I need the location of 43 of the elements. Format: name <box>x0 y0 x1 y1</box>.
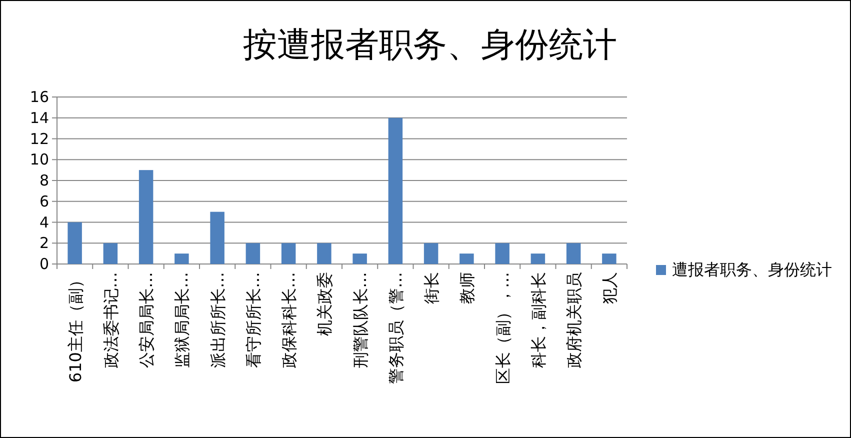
x-tick-label: 政府机关职员 <box>564 272 584 368</box>
x-tick-label: 政法委书记… <box>101 272 120 368</box>
x-tick-label: 610主任（副） <box>66 272 85 383</box>
bar <box>566 243 581 264</box>
bar <box>530 254 546 264</box>
x-tick-label: 警务职员（警… <box>386 272 406 384</box>
y-tick-label: 4 <box>39 213 49 232</box>
bar <box>460 254 474 264</box>
x-tick-label: 科长，副科长 <box>528 272 548 368</box>
bar <box>352 254 367 264</box>
bar <box>174 254 189 264</box>
x-tick-label: 派出所所长… <box>208 272 228 368</box>
y-tick-label: 2 <box>39 234 49 252</box>
y-tick-label: 12 <box>30 130 49 148</box>
x-tick-label: 政保科科长… <box>280 272 299 368</box>
bar <box>388 118 403 264</box>
x-tick-label: 机关政委 <box>315 272 334 336</box>
bar <box>210 212 224 264</box>
x-tick-label: 教师 <box>458 272 477 304</box>
x-tick-label: 公安局局长… <box>137 272 156 368</box>
x-tick-label: 刑警队队长… <box>350 272 370 368</box>
bar <box>281 243 296 264</box>
bar <box>602 254 616 264</box>
y-tick-label: 0 <box>39 255 49 273</box>
legend-label: 遭报者职务、身份统计 <box>671 259 833 281</box>
bar <box>103 243 118 264</box>
y-tick-label: 6 <box>39 192 49 210</box>
x-tick-label: 监狱局局长… <box>172 272 192 368</box>
y-tick-label: 14 <box>30 108 49 127</box>
x-tick-label: 看守所所长… <box>244 272 263 368</box>
bar <box>68 222 82 264</box>
x-tick-label: 犯人 <box>600 272 620 304</box>
bar <box>138 170 154 264</box>
chart-title: 按遭报者职务、身份统计 <box>243 25 617 65</box>
x-tick-label: 区长（副），… <box>493 272 512 384</box>
bar <box>495 243 510 264</box>
bar <box>246 243 260 264</box>
y-tick-label: 16 <box>30 88 49 106</box>
y-tick-label: 8 <box>39 172 49 190</box>
bar <box>317 243 332 264</box>
x-tick-label: 街长 <box>422 272 442 304</box>
y-tick-label: 10 <box>30 150 49 169</box>
bar <box>424 243 438 264</box>
